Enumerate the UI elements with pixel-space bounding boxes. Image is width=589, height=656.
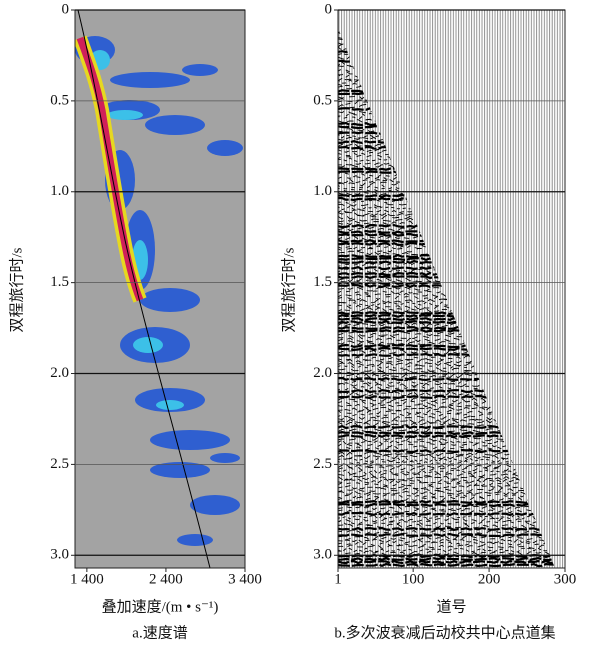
y-tick-label: 0 <box>62 1 70 17</box>
y-tick-label: 0.5 <box>313 92 332 108</box>
y-tick-label: 1.0 <box>50 183 69 199</box>
gather-image <box>338 10 565 568</box>
y-tick-label: 0 <box>325 1 333 17</box>
y-tick-label: 3.0 <box>313 547 332 563</box>
y-tick-label: 2.5 <box>313 456 332 472</box>
y-tick-label: 1.5 <box>50 274 69 290</box>
x-tick-label: 200 <box>478 571 501 587</box>
x-tick-label: 300 <box>554 571 577 587</box>
y-tick-label: 3.0 <box>50 547 69 563</box>
x-axis-label: 叠加速度/(m • s⁻¹) <box>102 598 219 615</box>
y-tick-label: 1.5 <box>313 274 332 290</box>
y-axis-label: 双程旅行时/s <box>8 247 25 332</box>
y-tick-label: 2.0 <box>50 365 69 381</box>
y-tick-label: 2.5 <box>50 456 69 472</box>
y-tick-label: 2.0 <box>313 365 332 381</box>
x-tick-label: 100 <box>402 571 425 587</box>
x-axis-label: 道号 <box>436 598 466 615</box>
y-tick-label: 1.0 <box>313 183 332 199</box>
spectrum-image <box>75 10 245 568</box>
y-axis-label: 双程旅行时/s <box>280 247 297 332</box>
x-tick-label: 1 <box>334 571 342 587</box>
x-tick-label: 2 400 <box>149 571 183 587</box>
x-tick-label: 1 400 <box>70 571 104 587</box>
y-tick-label: 0.5 <box>50 92 69 108</box>
caption: a.速度谱 <box>132 624 187 641</box>
x-tick-label: 3 400 <box>228 571 262 587</box>
caption: b.多次波衰减后动校共中心点道集 <box>334 624 555 641</box>
